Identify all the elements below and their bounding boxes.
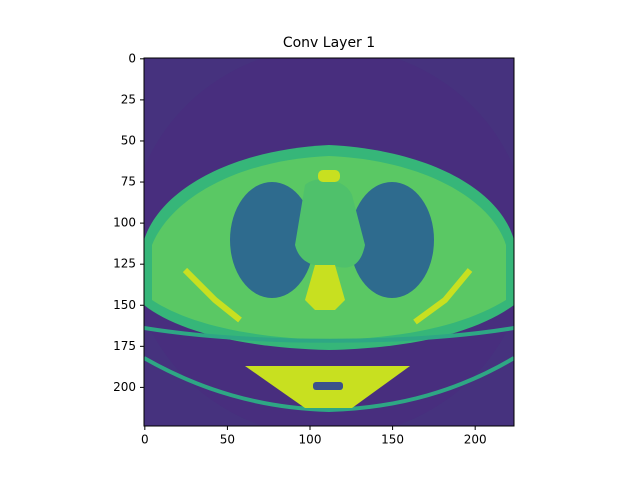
y-tick-label: 50 (121, 133, 136, 147)
image (144, 58, 514, 426)
mediastinum (295, 179, 365, 268)
sternum (318, 170, 340, 182)
table-line (144, 326, 514, 343)
table-arc (144, 356, 514, 413)
left-lung (230, 182, 314, 298)
table-slot (313, 382, 343, 390)
y-tick-label: 175 (113, 339, 136, 353)
x-tick-label: 200 (464, 433, 487, 447)
x-tick-label: 0 (141, 433, 149, 447)
y-tick-label: 150 (113, 298, 136, 312)
x-tick-label: 100 (299, 433, 322, 447)
axes-frame (143, 57, 515, 427)
spine (305, 265, 345, 310)
x-tick-label: 50 (220, 433, 235, 447)
chart-title: Conv Layer 1 (283, 35, 375, 51)
y-tick-label: 25 (121, 92, 136, 106)
y-tick-label: 200 (113, 380, 136, 394)
right-lung (350, 182, 434, 298)
x-tick-label: 150 (381, 433, 404, 447)
y-tick-label: 100 (113, 216, 136, 230)
y-tick-label: 125 (113, 257, 136, 271)
y-tick-label: 0 (128, 51, 136, 65)
y-tick-label: 75 (121, 175, 136, 189)
ribs (182, 267, 473, 325)
